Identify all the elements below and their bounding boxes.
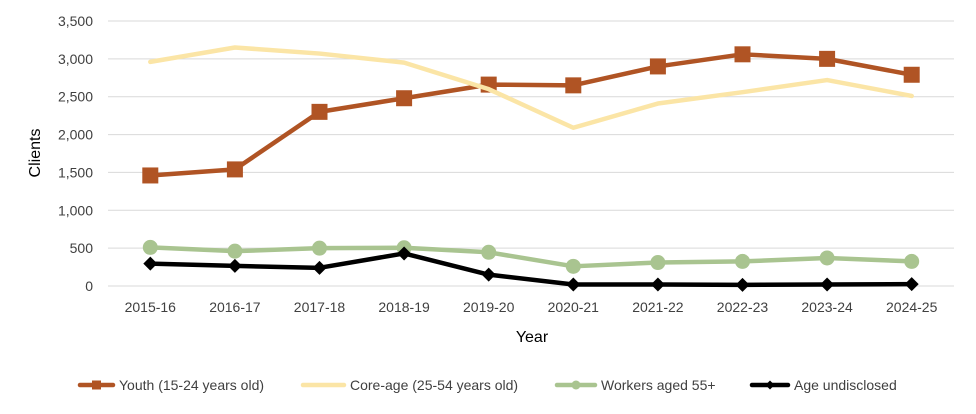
data-point [649,58,666,75]
legend-item: Core-age (25-54 years old) [300,377,518,393]
x-tick-label: 2024-25 [886,299,938,315]
data-point [904,253,920,269]
x-tick-label: 2016-17 [209,299,261,315]
data-point [565,77,582,94]
legend-item: Workers aged 55+ [554,377,716,393]
y-tick-label: 0 [85,278,93,294]
data-point [735,277,750,292]
x-tick-label: 2023-24 [801,299,853,315]
y-tick-label: 2,000 [58,127,93,143]
series-line [148,52,914,178]
data-point [481,244,497,260]
data-point [819,250,835,266]
x-tick-label: 2017-18 [294,299,346,315]
data-point [650,255,666,271]
x-tick-label: 2019-20 [463,299,515,315]
legend-label: Workers aged 55+ [601,377,716,393]
x-axis: 2015-16 2016-17 2017-18 2018-19 2019-20 2020-… [125,299,938,315]
data-point [397,246,412,261]
y-tick-label: 2,500 [58,89,93,105]
y-tick-label: 500 [70,240,94,256]
data-point [92,380,101,390]
data-point [142,239,158,255]
series-age-undisclosed [143,246,919,292]
data-point [765,380,775,390]
x-tick-label: 2020-21 [548,299,600,315]
gridlines [108,20,954,287]
y-tick-label: 3,500 [58,13,93,29]
x-axis-title: Year [516,329,549,346]
data-point [226,161,243,178]
series-line [148,251,914,288]
legend-item: Youth (15-24 years old) [77,377,264,393]
series-line [148,45,914,131]
data-point [227,258,242,273]
data-point [312,260,327,275]
data-point [565,258,581,274]
x-tick-label: 2021-22 [632,299,684,315]
data-point [227,243,243,259]
data-point [904,277,919,292]
legend-label: Age undisclosed [794,377,897,393]
data-point [650,277,665,292]
series-workers-aged-55 [142,239,920,274]
data-point [571,380,581,390]
legend-label: Core-age (25-54 years old) [350,377,518,393]
data-point [143,256,158,271]
data-point [820,277,835,292]
series-lines [142,45,920,292]
legend: Youth (15-24 years old) Core-age (25-54 y… [77,377,897,393]
y-tick-label: 1,000 [58,202,93,218]
data-point [142,167,159,184]
data-point [819,50,836,67]
data-point [312,240,327,256]
data-point [311,103,328,120]
data-point [481,267,496,282]
series-youth-15-24-years-old [142,46,920,184]
data-point [396,90,413,107]
data-point [566,277,581,292]
y-axis-title: Clients [27,129,44,178]
legend-item: Age undisclosed [749,377,897,393]
x-tick-label: 2018-19 [378,299,430,315]
data-point [903,66,920,83]
y-axis: 0 500 1,000 1,500 2,000 2,500 3,000 3,500 [58,13,93,294]
y-tick-label: 1,500 [58,164,93,180]
y-tick-label: 3,000 [58,51,93,67]
x-tick-label: 2015-16 [125,299,177,315]
legend-label: Youth (15-24 years old) [119,377,264,393]
series-core-age-25-54-years-old [148,45,914,131]
x-tick-label: 2022-23 [717,299,769,315]
data-point [735,253,750,269]
series-line [148,245,914,269]
data-point [734,46,751,63]
